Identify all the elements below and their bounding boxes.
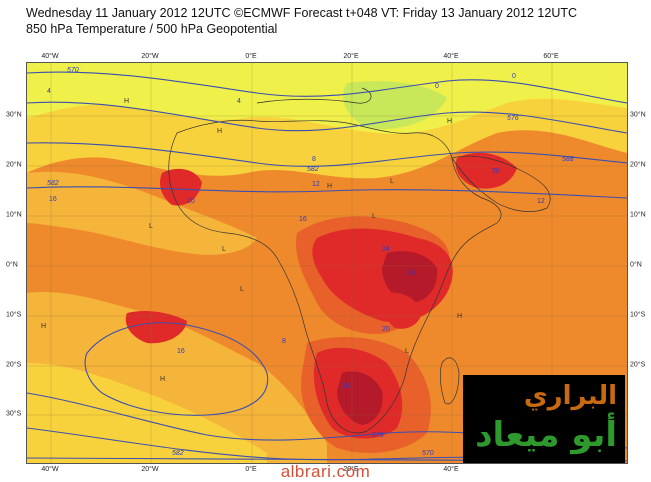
pressure-high-6: H: [457, 313, 462, 320]
lat-tick-right-0n: 0°N: [630, 261, 642, 269]
site-url: albrari.com: [280, 462, 371, 481]
pressure-high-2: H: [217, 128, 222, 135]
map-title-line2: 850 hPa Temperature / 500 hPa Geopotenti…: [26, 22, 278, 36]
lon-tick-bottom-0e: 0°E: [245, 466, 257, 473]
temp-label-0-north: 0: [435, 83, 439, 90]
watermark-line2: أبو ميعاد: [475, 415, 617, 455]
band-coldest-north: [343, 81, 447, 129]
temp-label-16-south: 16: [177, 348, 185, 355]
temp-label-28: 28: [407, 270, 415, 277]
contour-label-576-south: 576: [372, 432, 384, 439]
contour-label-582-west: 582: [47, 180, 59, 187]
forecast-map: 570 576 582 588 582 576 570 582 0 4 8 12…: [26, 62, 628, 464]
band-cool-north: [27, 63, 627, 134]
pressure-low-2: L: [222, 246, 226, 253]
lon-tick-top-20e: 20°E: [343, 53, 359, 60]
lat-tick-right-20s: 20°S: [630, 361, 646, 369]
lon-tick-top-40w: 40°W: [41, 53, 59, 60]
pressure-low-4: L: [372, 213, 376, 220]
pressure-high-3: H: [327, 183, 332, 190]
contour-label-570: 570: [67, 67, 79, 74]
temp-label-8-south: 8: [282, 338, 286, 345]
contour-label-570-south: 570: [422, 450, 434, 457]
lon-tick-bottom-40w: 40°W: [41, 466, 59, 473]
coastline-africa: [168, 119, 502, 434]
map-title-line1: Wednesday 11 January 2012 12UTC ©ECMWF F…: [26, 6, 578, 20]
band-warm-west: [27, 171, 257, 255]
temperature-value-labels: 0 4 8 12 16 20 24 28 20 16 12 8 4 0 24 2…: [47, 73, 545, 390]
temp-label-4: 4: [237, 98, 241, 105]
pressure-low-3: L: [240, 286, 244, 293]
coastlines: [168, 87, 551, 434]
temp-label-24-south: 24: [342, 383, 350, 390]
lat-tick-right-20n: 20°N: [630, 161, 646, 169]
band-very-hot-lakes: [384, 292, 422, 329]
temp-label-4-north: 4: [47, 88, 51, 95]
contour-582: [27, 142, 627, 167]
temp-label-0: 0: [512, 73, 516, 80]
pressure-high-4: H: [41, 323, 46, 330]
watermark-line1: البراري: [523, 381, 617, 411]
lon-tick-top-20w: 20°W: [141, 53, 159, 60]
temp-label-12: 12: [312, 181, 320, 188]
band-extreme-east-africa: [382, 251, 438, 303]
lat-tick-right-10s: 10°S: [630, 311, 646, 319]
contour-label-576: 576: [507, 115, 519, 122]
lon-tick-top-60e: 60°E: [543, 53, 559, 60]
band-very-hot-atlantic: [125, 310, 187, 344]
temp-label-20-lakes: 20: [382, 326, 390, 333]
temp-label-20: 20: [187, 198, 195, 205]
band-mild-southwest: [27, 363, 267, 463]
contour-value-labels: 570 576 582 588 582 576 570 582: [47, 67, 574, 457]
lat-tick-left-10n: 10°N: [6, 211, 22, 219]
pressure-center-labels: H H H L L L H L H L H L H: [41, 98, 462, 383]
pressure-low-6: L: [405, 348, 409, 355]
contour-576-south: [27, 427, 508, 461]
lat-tick-left-20n: 20°N: [6, 161, 22, 169]
coastline-arabia: [451, 155, 551, 212]
contour-588-north: [27, 186, 627, 199]
lon-tick-bottom-20e: 20°E: [343, 466, 359, 473]
pressure-high-5: H: [160, 376, 165, 383]
pressure-low-1: L: [149, 223, 153, 230]
contour-label-582: 582: [307, 166, 319, 173]
temp-label-12-east: 12: [537, 198, 545, 205]
pressure-high-1: H: [124, 98, 129, 105]
lat-tick-left-30n: 30°N: [6, 111, 22, 119]
temp-label-24: 24: [382, 246, 390, 253]
coastline-madagascar: [439, 357, 460, 405]
lat-tick-right-10n: 10°N: [630, 211, 646, 219]
lat-tick-right-30n: 30°N: [630, 111, 646, 119]
temperature-shading: [27, 63, 627, 463]
lon-tick-top-40e: 40°E: [443, 53, 459, 60]
contour-576: [27, 101, 627, 134]
temp-label-20-arabia: 20: [492, 168, 500, 175]
watermark-logo: البراري أبو ميعاد: [463, 375, 625, 463]
pressure-high-7: H: [447, 118, 452, 125]
lat-tick-left-10s: 10°S: [6, 311, 22, 319]
lat-tick-left-30s: 30°S: [6, 410, 22, 418]
contour-588-south: [84, 322, 269, 416]
coastline-mediterranean: [256, 87, 372, 104]
contour-label-588: 588: [562, 156, 574, 163]
pressure-low-5: L: [390, 178, 394, 185]
geopotential-contours: [27, 71, 627, 462]
lon-tick-bottom-20w: 20°W: [141, 466, 159, 473]
temp-label-16-west: 16: [49, 196, 57, 203]
temp-label-8: 8: [312, 156, 316, 163]
lon-tick-top-0e: 0°E: [245, 53, 257, 60]
band-extreme-southern: [337, 371, 383, 425]
lon-tick-bottom-40e: 40°E: [443, 466, 459, 473]
band-very-hot-sahel: [160, 168, 202, 206]
forecast-map-canvas: 570 576 582 588 582 576 570 582 0 4 8 12…: [27, 63, 627, 463]
contour-570: [27, 71, 627, 104]
contour-label-582-south: 582: [172, 450, 184, 457]
temp-label-16: 16: [299, 216, 307, 223]
lat-tick-left-0n: 0°N: [6, 261, 18, 269]
lat-tick-left-20s: 20°S: [6, 361, 22, 369]
